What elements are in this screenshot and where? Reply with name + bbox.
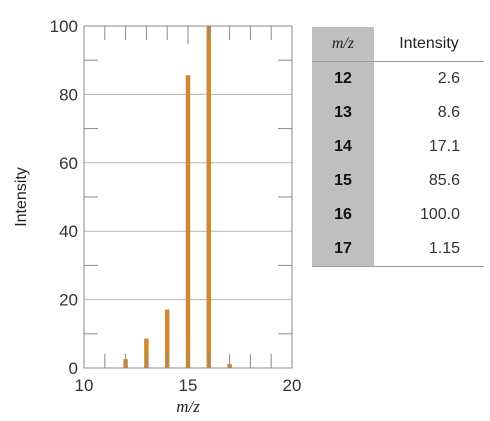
y-tick-label: 20 xyxy=(59,291,78,310)
ticks xyxy=(84,26,292,368)
table-row: 12 2.6 xyxy=(312,61,484,96)
y-tick-label: 100 xyxy=(50,17,78,36)
intensity-value: 1.15 xyxy=(428,240,460,257)
table-row: 16 100.0 xyxy=(312,198,484,232)
bar xyxy=(185,75,191,369)
header-mz: m/z xyxy=(312,27,374,62)
bar xyxy=(164,309,170,368)
table-row: 15 85.6 xyxy=(312,164,484,198)
table-row: 13 8.6 xyxy=(312,96,484,130)
intensity-table: m/z Intensity 12 2.6 13 8.6 14 17.1 15 8… xyxy=(312,27,484,267)
mz-value: 15 xyxy=(312,164,374,198)
x-axis-title: m/z xyxy=(176,397,200,416)
y-tick-label: 80 xyxy=(59,85,78,104)
plot-frame xyxy=(83,25,293,369)
mz-value: 12 xyxy=(312,61,374,96)
x-tick-label: 10 xyxy=(75,376,94,395)
y-tick-label: 40 xyxy=(59,222,78,241)
y-tick-label: 60 xyxy=(59,154,78,173)
tick-labels: 0 20 40 60 80 100 10 15 20 xyxy=(50,17,302,395)
intensity-value: 8.6 xyxy=(437,104,460,121)
mz-value: 17 xyxy=(312,232,374,267)
mz-value: 14 xyxy=(312,130,374,164)
bar xyxy=(144,338,149,368)
intensity-value: 17.1 xyxy=(428,138,460,155)
table-row: 17 1.15 xyxy=(312,232,484,267)
mz-value: 16 xyxy=(312,198,374,232)
mass-spectrum-chart: 0 20 40 60 80 100 10 15 20 Intensity m/z xyxy=(13,17,302,416)
x-tick-label: 15 xyxy=(179,376,198,395)
intensity-value: 100.0 xyxy=(419,206,460,223)
table-row: 14 17.1 xyxy=(312,130,484,164)
bar xyxy=(206,26,212,368)
header-intensity: Intensity xyxy=(374,27,484,62)
bars xyxy=(123,26,232,369)
table-header-row: m/z Intensity xyxy=(312,27,484,62)
y-axis-title: Intensity xyxy=(13,167,30,227)
x-tick-label: 20 xyxy=(283,376,302,395)
intensity-value: 2.6 xyxy=(437,70,460,87)
mz-value: 13 xyxy=(312,96,374,130)
y-tick-label: 0 xyxy=(69,359,78,378)
intensity-value: 85.6 xyxy=(428,172,460,189)
